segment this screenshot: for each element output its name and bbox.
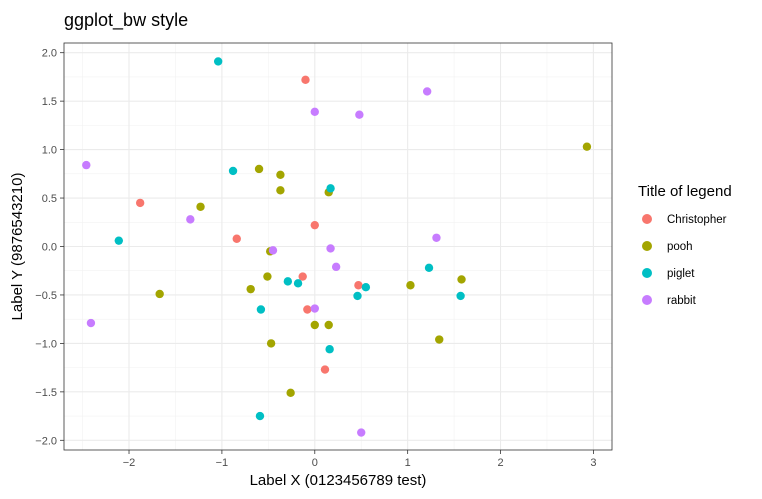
point-rabbit [268,246,278,255]
point-rabbit [355,110,364,119]
point-christopher [303,305,312,314]
y-axis-ticks: −2.0 −1.5 −1.0 −0.5 0.0 0.5 1.0 1.5 2.0 [35,48,64,447]
point-piglet [361,283,371,292]
point-pooh [266,339,276,348]
x-tick-label: −1 [216,457,229,469]
x-tick-label: −2 [123,457,136,469]
x-tick-label: 0 [312,457,318,469]
legend-key-pooh [642,241,652,251]
point-christopher [301,75,310,85]
x-axis-ticks: −2 −1 0 1 2 3 [123,450,596,469]
point-piglet [213,57,223,66]
point-pooh [310,320,319,330]
x-tick-label: 2 [497,457,503,469]
legend-label-piglet: piglet [667,268,695,280]
x-tick-label: 1 [405,457,411,469]
point-piglet [326,184,335,193]
point-pooh [582,142,592,151]
point-piglet [293,279,303,288]
y-tick-label: −2.0 [35,435,57,447]
point-christopher [320,365,330,374]
point-piglet [424,263,434,273]
point-christopher [310,220,319,230]
point-christopher [135,198,145,208]
point-rabbit [422,87,432,96]
point-pooh [324,320,333,330]
point-piglet [228,166,238,176]
legend-key-christopher [642,214,652,224]
point-pooh [276,186,285,195]
y-tick-label: −1.5 [35,387,57,399]
point-pooh [286,388,295,398]
point-rabbit [310,107,319,117]
point-pooh [457,275,466,284]
point-piglet [256,305,266,314]
point-christopher [298,272,307,281]
point-piglet [353,291,362,301]
legend-key-rabbit [642,295,652,305]
point-rabbit [86,318,96,328]
y-tick-label: 1.5 [42,96,57,108]
chart-title: ggplot_bw style [64,10,188,31]
point-piglet [255,411,265,421]
point-rabbit [186,215,195,224]
point-pooh [263,272,272,281]
point-rabbit [82,160,91,170]
data-points [82,57,592,437]
point-rabbit [331,262,341,272]
point-rabbit [357,428,366,437]
x-axis-title: Label X (0123456789 test) [250,472,427,489]
legend-key-piglet [642,268,652,278]
point-pooh [276,170,285,179]
x-tick-label: 3 [590,457,596,469]
point-pooh [435,335,444,344]
point-christopher [354,281,363,290]
point-christopher [232,234,241,243]
grid-lines [64,43,612,450]
point-pooh [246,284,255,294]
legend-label-pooh: pooh [667,241,693,253]
y-tick-label: 2.0 [42,48,57,60]
y-tick-label: −0.5 [35,290,57,302]
legend-label-rabbit: rabbit [667,295,697,307]
legend-title: Title of legend [638,183,732,200]
point-pooh [196,202,205,211]
legend-label-christopher: Christopher [667,214,727,226]
point-piglet [325,345,334,354]
point-rabbit [432,233,441,242]
y-tick-label: −1.0 [35,338,57,350]
point-pooh [406,281,415,290]
legend: Christopher pooh piglet rabbit [642,214,727,307]
point-pooh [254,164,264,174]
point-rabbit [326,244,335,253]
point-rabbit [310,304,319,313]
y-tick-label: 0.0 [42,242,57,254]
point-piglet [283,277,293,286]
point-piglet [114,236,124,245]
y-axis-title: Label Y (9876543210) [9,173,26,321]
point-piglet [456,291,465,301]
y-tick-label: 0.5 [42,193,57,205]
point-pooh [155,289,164,299]
y-tick-label: 1.0 [42,145,57,157]
